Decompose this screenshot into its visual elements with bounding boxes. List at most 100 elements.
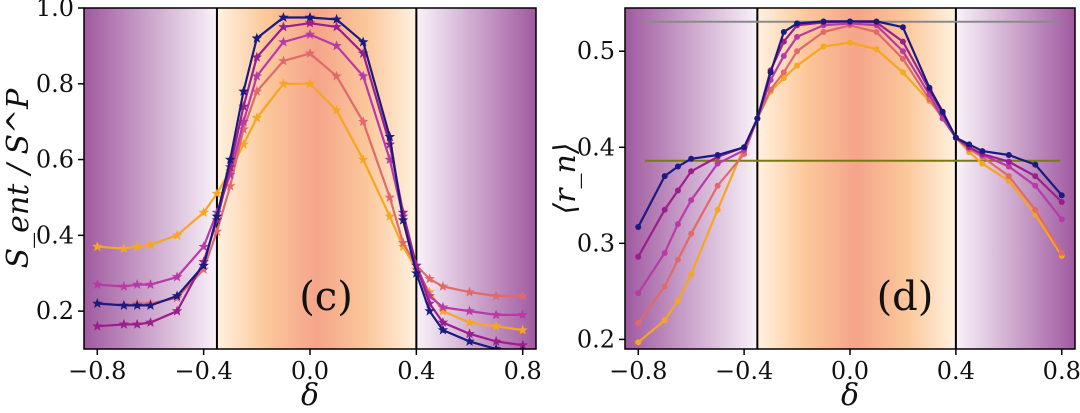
- data-point: [780, 29, 787, 36]
- data-point: [411, 267, 422, 278]
- data-point: [92, 298, 103, 308]
- data-point: [251, 112, 263, 123]
- data-point: [437, 301, 449, 312]
- data-point: [674, 163, 681, 170]
- y-axis-label: S_ent / S^P: [1, 88, 36, 269]
- data-point: [211, 188, 223, 199]
- data-point: [118, 299, 130, 310]
- data-point: [1058, 249, 1065, 256]
- data-point: [714, 182, 721, 189]
- data-point: [635, 339, 642, 346]
- data-point: [198, 263, 209, 274]
- x-tick-label: 0.4: [397, 357, 435, 385]
- data-point: [490, 309, 502, 320]
- data-point: [397, 214, 409, 225]
- x-tick-label: 0.8: [1043, 357, 1080, 385]
- data-point: [661, 206, 668, 213]
- data-point: [198, 207, 209, 217]
- y-tick-label: 0.4: [577, 133, 615, 161]
- data-point: [397, 237, 409, 248]
- data-point: [899, 55, 906, 62]
- data-point: [225, 161, 236, 172]
- data-point: [118, 318, 130, 329]
- data-point: [688, 168, 695, 175]
- x-tick-label: −0.4: [715, 357, 773, 385]
- panel-tag: (c): [299, 274, 353, 320]
- data-point: [131, 279, 143, 289]
- data-point: [767, 69, 774, 76]
- data-point: [1058, 216, 1065, 223]
- data-point: [145, 279, 156, 289]
- panel-d: −0.8 −0.4 0.0 0.4 0.8 0.2 0.3 0.4 0.5 δ ⟨r_n⟩ (d): [548, 7, 1080, 413]
- data-point: [437, 281, 449, 291]
- data-point: [304, 48, 316, 58]
- data-point: [688, 230, 695, 237]
- background-regions: [625, 8, 1075, 349]
- data-point: [966, 141, 973, 148]
- data-point: [278, 55, 289, 66]
- data-point: [92, 279, 103, 289]
- y-axis-label: ⟨r_n⟩: [548, 142, 583, 214]
- data-point: [688, 197, 695, 204]
- data-point: [424, 290, 435, 301]
- data-point: [225, 154, 236, 164]
- data-point: [741, 144, 748, 151]
- x-tick-label: −0.4: [175, 357, 233, 385]
- data-point: [820, 43, 827, 50]
- data-point: [780, 69, 787, 76]
- data-point: [661, 283, 668, 290]
- data-point: [225, 180, 236, 191]
- data-point: [674, 187, 681, 194]
- data-point: [211, 210, 223, 221]
- data-point: [780, 75, 787, 82]
- series-3: [92, 29, 528, 320]
- series-5: [635, 18, 1065, 231]
- data-point: [384, 191, 395, 202]
- y-tick-label: 0.3: [577, 229, 615, 257]
- data-point: [198, 260, 209, 271]
- data-point: [131, 318, 143, 329]
- data-point: [490, 290, 502, 301]
- series-line: [637, 24, 1063, 324]
- data-point: [357, 48, 369, 58]
- series-line: [97, 16, 512, 349]
- data-point: [238, 101, 249, 111]
- data-point: [171, 229, 183, 240]
- data-point: [767, 86, 774, 93]
- data-point: [437, 317, 449, 327]
- data-point: [847, 39, 853, 46]
- data-point: [688, 155, 695, 162]
- series-line: [97, 22, 523, 347]
- data-point: [794, 62, 801, 69]
- data-point: [1058, 199, 1065, 206]
- data-point: [1005, 173, 1012, 180]
- data-point: [238, 138, 249, 149]
- data-point: [517, 290, 528, 301]
- data-point: [794, 20, 801, 27]
- data-point: [278, 36, 289, 47]
- data-point: [331, 70, 342, 81]
- data-point: [131, 299, 143, 310]
- data-point: [357, 154, 369, 164]
- data-point: [238, 123, 249, 134]
- data-point: [145, 299, 156, 310]
- data-point: [251, 32, 263, 43]
- data-point: [424, 273, 435, 284]
- data-point: [211, 226, 223, 236]
- data-point: [873, 29, 880, 36]
- x-tick-label: 0.8: [504, 357, 542, 385]
- data-point: [517, 339, 528, 349]
- data-point: [1032, 182, 1039, 189]
- data-point: [437, 324, 449, 335]
- data-point: [899, 69, 906, 76]
- data-point: [304, 12, 316, 22]
- data-point: [251, 51, 263, 62]
- middle-region: [757, 8, 956, 349]
- data-point: [521, 345, 525, 349]
- series-line: [637, 41, 1063, 344]
- data-point: [384, 131, 395, 142]
- data-point: [635, 224, 642, 231]
- data-point: [490, 320, 502, 331]
- data-point: [384, 154, 395, 164]
- y-tick-label: 1.0: [36, 0, 74, 22]
